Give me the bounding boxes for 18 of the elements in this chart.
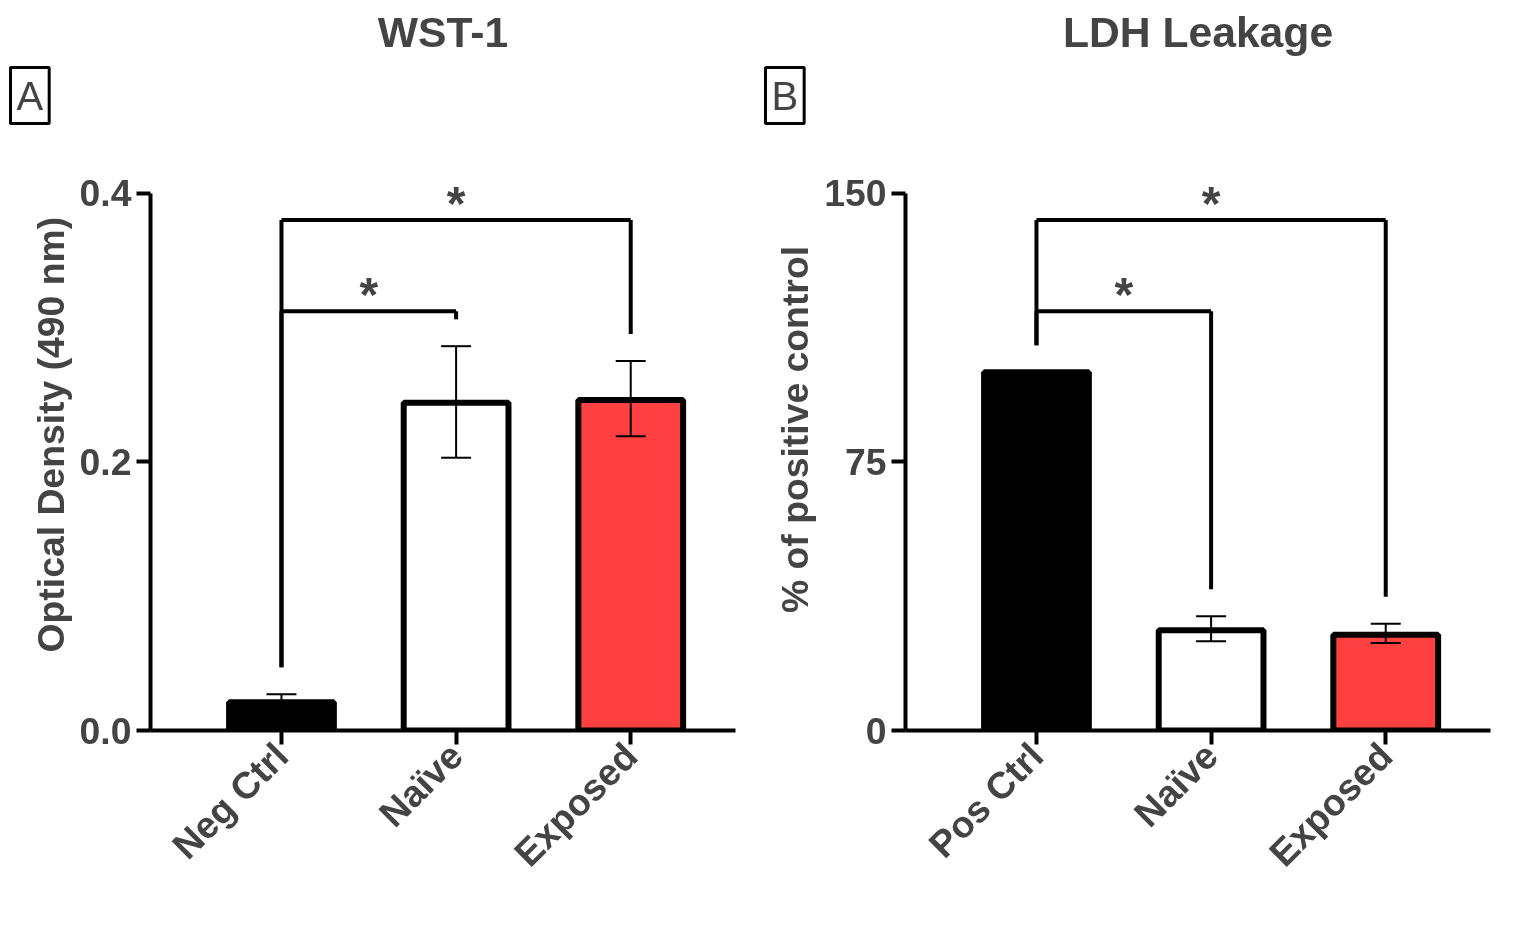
y-tick-label: 0.2	[79, 440, 132, 483]
x-tick-label: Neg Ctrl	[163, 734, 297, 867]
chart-title: LDH Leakage	[1062, 7, 1334, 56]
annotation: *	[1114, 268, 1134, 322]
y-axis-title: Optical Density (490 nm)	[29, 216, 72, 653]
y-tick-label: 0	[865, 709, 887, 752]
y-tick-label: 150	[824, 172, 887, 214]
text: B	[771, 73, 799, 118]
chart-title: WST-1	[377, 7, 509, 56]
y-axis-title: % of positive control	[774, 245, 817, 614]
y-tick-label: 0.4	[79, 172, 132, 214]
y-tick-label: 75	[844, 440, 887, 483]
x-tick-label: Pos Ctrl	[920, 734, 1052, 866]
annotation: *	[359, 268, 379, 322]
text: A	[16, 73, 44, 118]
y-tick-label: 0.0	[79, 709, 132, 752]
annotation: *	[446, 176, 466, 230]
annotation: *	[1201, 176, 1221, 230]
